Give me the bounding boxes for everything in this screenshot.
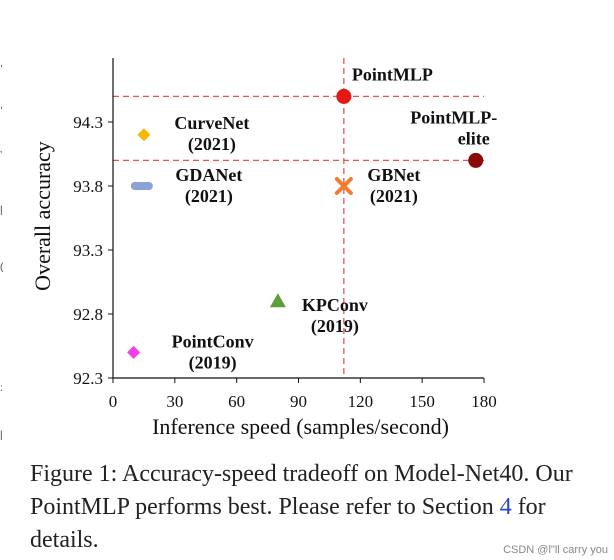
x-tick-label: 150: [409, 392, 435, 411]
edge-mark: :: [0, 383, 3, 394]
edge-mark: (: [0, 262, 4, 273]
data-point-6: [127, 345, 141, 359]
point-label-name: KPConv: [302, 295, 368, 315]
x-tick-label: 180: [471, 392, 497, 411]
data-point-3: [130, 182, 153, 190]
point-label-name-line2: elite: [458, 128, 490, 148]
edge-mark: |: [0, 205, 3, 216]
caption-text: Figure 1: Accuracy-speed tradeoff on Mod…: [30, 461, 573, 520]
scatter-chart: 0 30 60 90 120 150 180 92.3 92.8 93.3 93.8 94.3 Infe…: [30, 58, 497, 439]
point-label-name: PointMLP-: [410, 107, 497, 127]
data-point-2: [137, 128, 151, 142]
data-point-5: [269, 293, 286, 308]
edge-mark: ,: [0, 100, 3, 111]
point-label-year: (2019): [189, 352, 237, 373]
point-label-name: PointConv: [172, 331, 254, 351]
figure-caption: Figure 1: Accuracy-speed tradeoff on Mod…: [30, 458, 590, 557]
point-label-name: CurveNet: [174, 113, 249, 133]
y-tick-label: 93.3: [73, 241, 103, 260]
data-point-0: [336, 88, 352, 104]
y-tick-label: 92.3: [73, 369, 103, 388]
point-label-year: (2021): [185, 186, 233, 207]
point-label-name: GDANet: [175, 165, 242, 185]
point-label-year: (2021): [188, 134, 236, 155]
watermark: CSDN @l"ll carry you: [503, 544, 608, 556]
point-label-year: (2019): [311, 316, 359, 337]
section-reference-link[interactable]: 4: [499, 494, 512, 520]
edge-mark: |: [0, 430, 3, 441]
y-axis-label: Overall accuracy: [30, 141, 55, 291]
point-label-year: (2021): [370, 186, 418, 207]
point-label-name: PointMLP: [352, 64, 433, 84]
data-point-1: [468, 152, 484, 168]
x-tick-label: 120: [348, 392, 374, 411]
x-tick-label: 0: [109, 392, 118, 411]
y-tick-label: 94.3: [73, 113, 103, 132]
y-tick-label: 93.8: [73, 177, 103, 196]
x-tick-label: 30: [166, 392, 183, 411]
data-point-4: [334, 177, 353, 195]
edge-mark: ’: [0, 150, 3, 161]
x-axis-label: Inference speed (samples/second): [152, 414, 449, 439]
edge-mark: ,: [0, 58, 3, 69]
point-label-name: GBNet: [367, 165, 420, 185]
x-tick-label: 60: [228, 392, 245, 411]
y-tick-label: 92.8: [73, 305, 103, 324]
x-tick-label: 90: [290, 392, 307, 411]
caption-suffix: for details.: [30, 494, 546, 553]
